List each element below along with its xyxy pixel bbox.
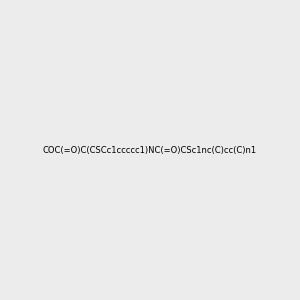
Text: COC(=O)C(CSCc1ccccc1)NC(=O)CSc1nc(C)cc(C)n1: COC(=O)C(CSCc1ccccc1)NC(=O)CSc1nc(C)cc(C…: [43, 146, 257, 154]
